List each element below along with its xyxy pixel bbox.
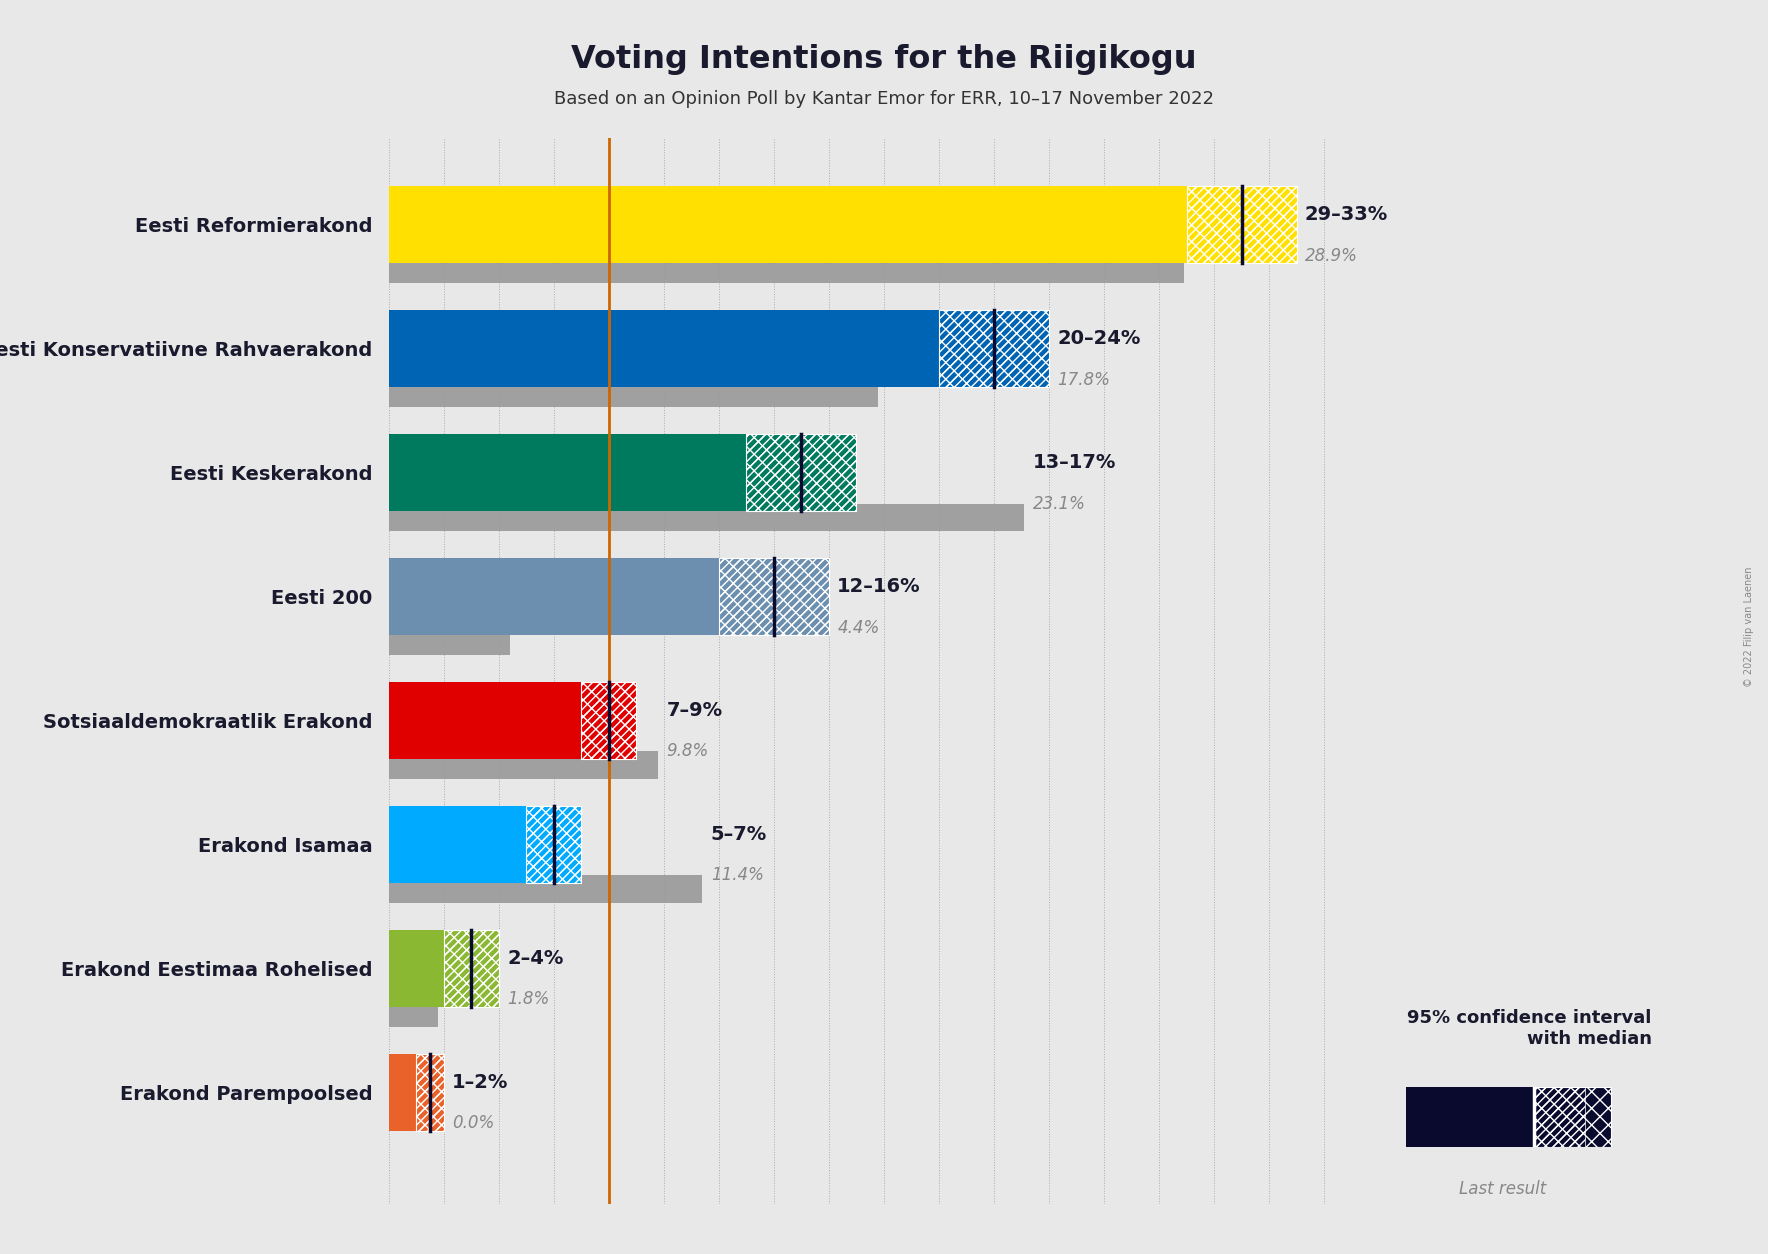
Text: 29–33%: 29–33% bbox=[1305, 206, 1388, 224]
Text: 7–9%: 7–9% bbox=[667, 701, 723, 720]
Bar bbox=[1406, 1087, 1535, 1147]
Bar bbox=[389, 1053, 417, 1131]
Bar bbox=[389, 310, 939, 387]
Text: 1.8%: 1.8% bbox=[507, 991, 550, 1008]
Bar bbox=[939, 310, 1048, 387]
Text: 11.4%: 11.4% bbox=[711, 867, 764, 884]
Bar bbox=[444, 930, 499, 1007]
Bar bbox=[582, 682, 636, 759]
Text: 5–7%: 5–7% bbox=[711, 825, 767, 844]
Bar bbox=[582, 682, 636, 759]
Bar bbox=[389, 627, 509, 655]
Bar bbox=[389, 875, 702, 903]
Text: 12–16%: 12–16% bbox=[838, 577, 921, 596]
Text: 13–17%: 13–17% bbox=[1033, 453, 1116, 473]
Text: Voting Intentions for the Riigikogu: Voting Intentions for the Riigikogu bbox=[571, 44, 1197, 75]
Text: 17.8%: 17.8% bbox=[1057, 371, 1110, 389]
Bar bbox=[720, 558, 829, 635]
Text: 0.0%: 0.0% bbox=[453, 1115, 495, 1132]
Bar bbox=[939, 310, 1048, 387]
Bar bbox=[720, 558, 829, 635]
Bar bbox=[1535, 1087, 1586, 1147]
Text: Based on an Opinion Poll by Kantar Emor for ERR, 10–17 November 2022: Based on an Opinion Poll by Kantar Emor … bbox=[553, 90, 1215, 108]
Bar bbox=[389, 187, 1186, 263]
Text: 23.1%: 23.1% bbox=[1033, 494, 1086, 513]
Bar bbox=[389, 751, 658, 779]
Bar bbox=[444, 930, 499, 1007]
Bar bbox=[527, 806, 582, 883]
Bar bbox=[389, 682, 582, 759]
Text: Last result: Last result bbox=[1459, 1180, 1547, 1198]
Bar bbox=[527, 806, 582, 883]
Text: 1–2%: 1–2% bbox=[453, 1073, 509, 1092]
Bar bbox=[389, 930, 444, 1007]
Text: 95% confidence interval
with median: 95% confidence interval with median bbox=[1407, 1009, 1651, 1048]
Text: 20–24%: 20–24% bbox=[1057, 330, 1140, 349]
Bar bbox=[417, 1053, 444, 1131]
Text: 28.9%: 28.9% bbox=[1305, 247, 1358, 265]
Bar bbox=[389, 999, 438, 1027]
Bar bbox=[389, 434, 746, 512]
Text: 2–4%: 2–4% bbox=[507, 949, 564, 968]
Bar bbox=[1535, 1087, 1611, 1147]
Bar bbox=[389, 806, 527, 883]
Bar bbox=[1186, 187, 1296, 263]
Bar bbox=[389, 380, 879, 406]
Text: © 2022 Filip van Laenen: © 2022 Filip van Laenen bbox=[1743, 567, 1754, 687]
Bar bbox=[389, 256, 1185, 283]
Text: 9.8%: 9.8% bbox=[667, 742, 709, 760]
Bar bbox=[389, 504, 1024, 530]
Bar bbox=[389, 558, 720, 635]
Bar bbox=[417, 1053, 444, 1131]
Bar bbox=[746, 434, 856, 512]
Text: 4.4%: 4.4% bbox=[838, 618, 879, 637]
Bar bbox=[1186, 187, 1296, 263]
Bar bbox=[746, 434, 856, 512]
